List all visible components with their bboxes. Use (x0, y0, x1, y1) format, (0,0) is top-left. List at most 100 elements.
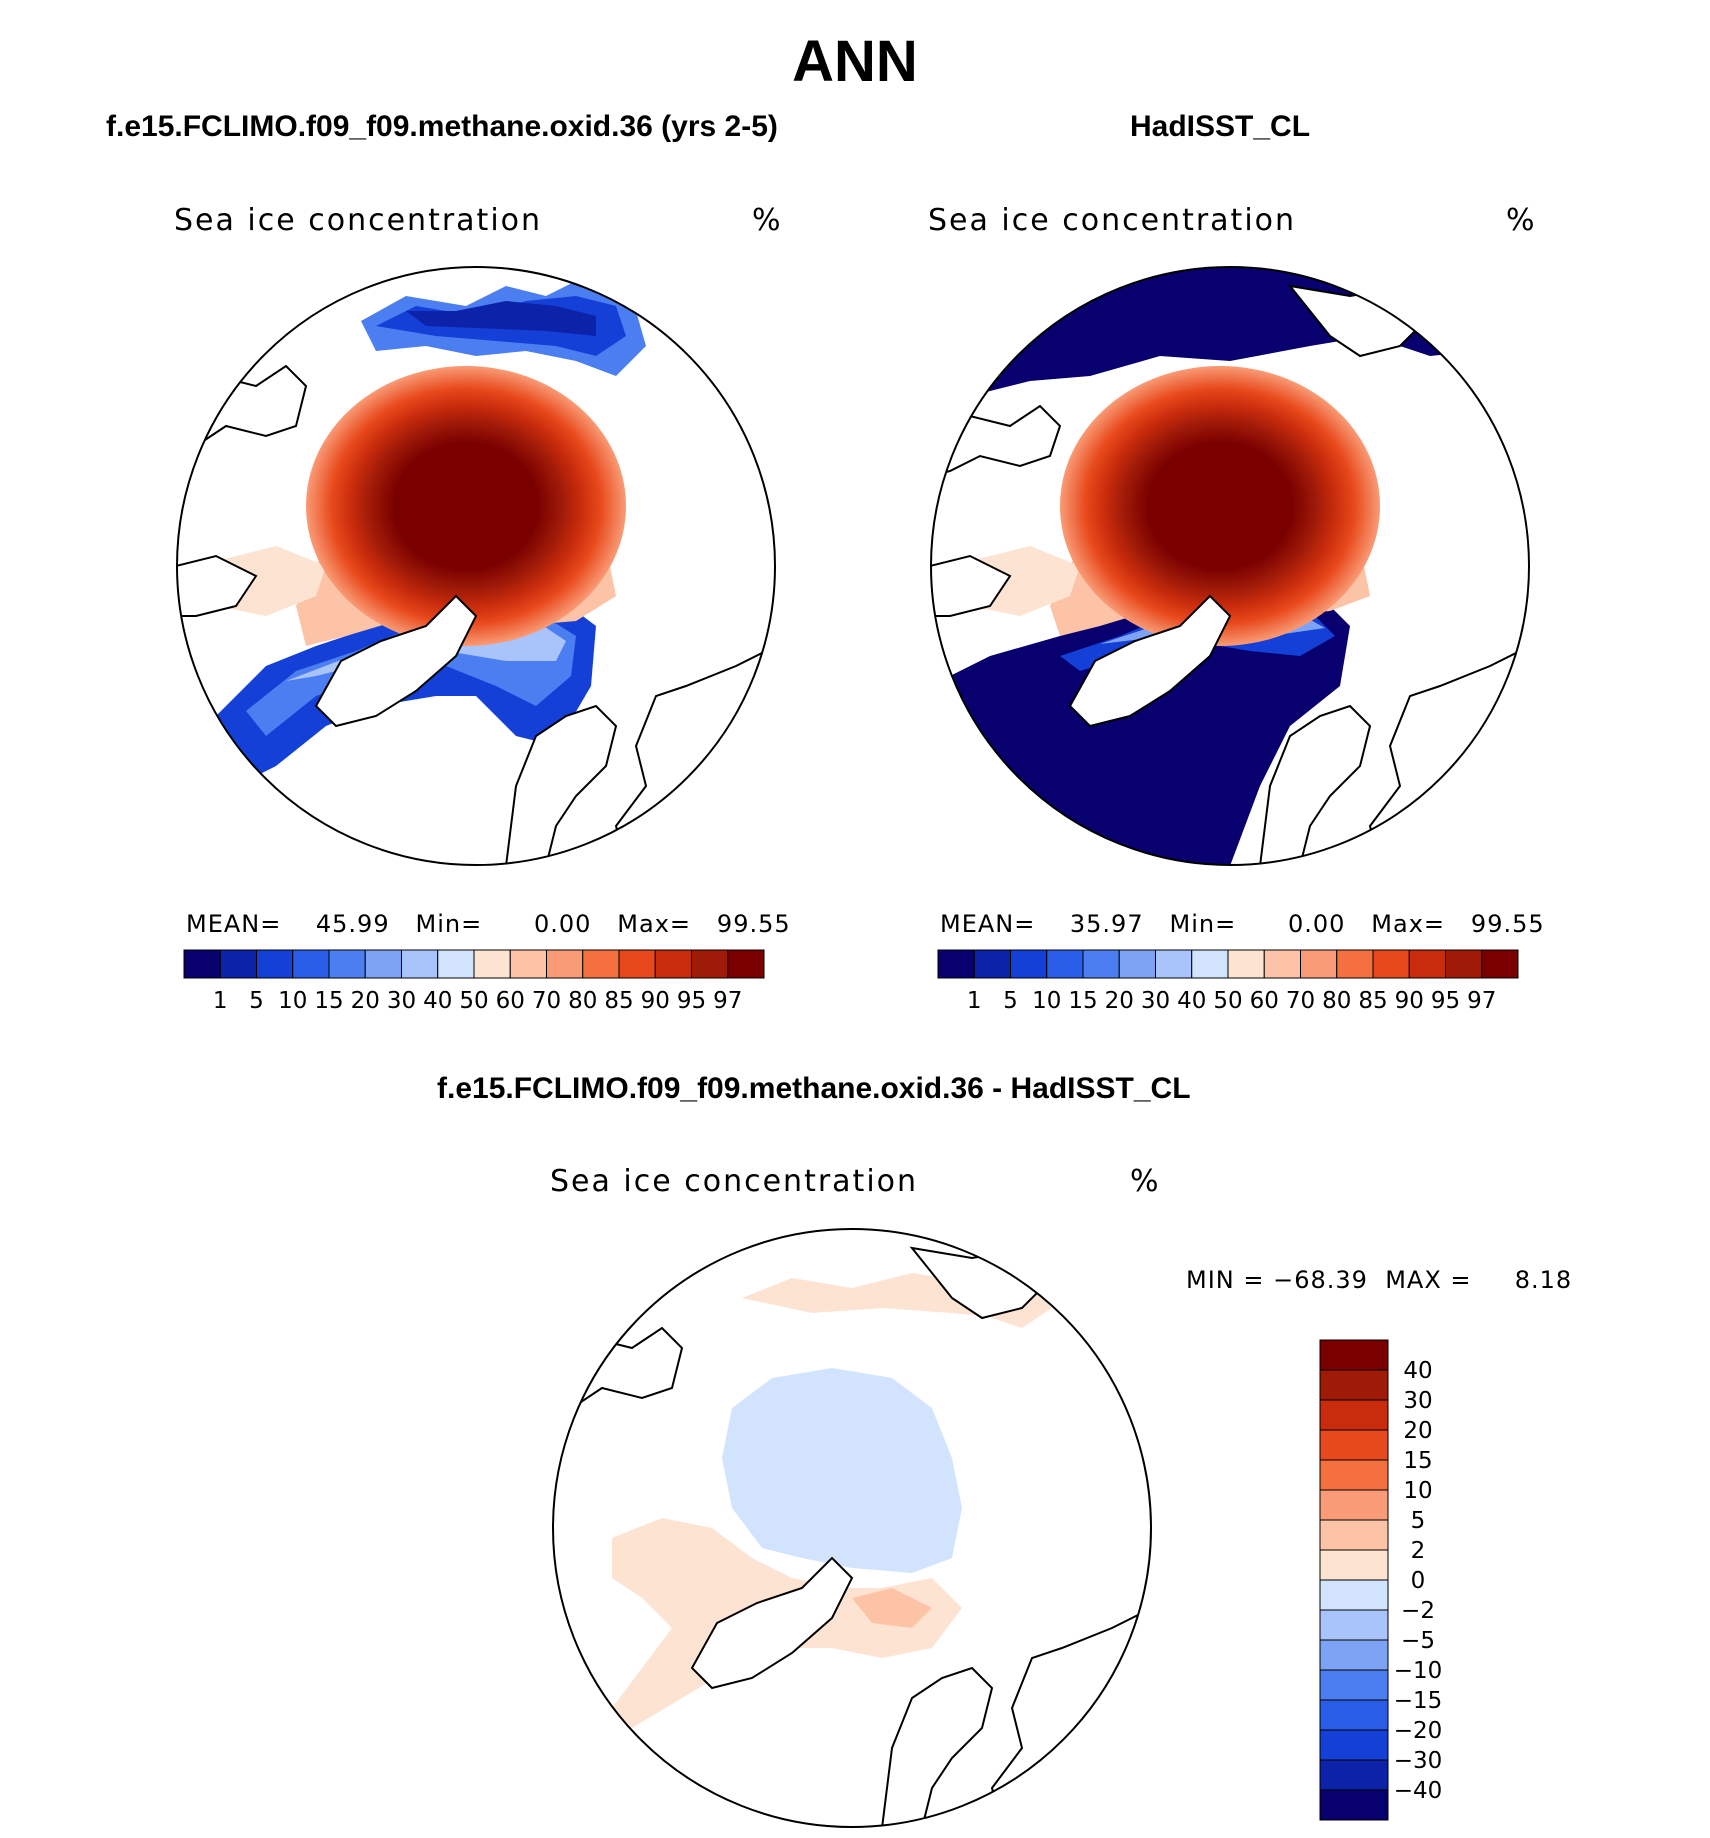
colorbar-swatch (1319, 1519, 1389, 1551)
colorbar-swatch (1118, 949, 1156, 979)
colorbar-swatch (1010, 949, 1048, 979)
colorbar-swatch (1319, 1549, 1389, 1581)
colorbar-tick-label: 95 (1431, 988, 1460, 1014)
colorbar-tick-label: 15 (1403, 1448, 1432, 1474)
colorbar-swatch (1319, 1579, 1389, 1611)
colorbar-swatch (937, 949, 975, 979)
colorbar-swatch (1319, 1669, 1389, 1701)
colorbar-tick-label: 2 (1411, 1538, 1426, 1564)
colorbar-swatch (973, 949, 1011, 979)
panel-2-mean-value: 35.97 (1069, 910, 1144, 938)
colorbar-swatch (183, 949, 221, 979)
central-arctic-diff (722, 1368, 962, 1573)
colorbar-tick-label: 15 (1068, 988, 1097, 1014)
colorbar-tick-label: −5 (1401, 1628, 1435, 1654)
panel-1-variable: Sea ice concentration (174, 203, 543, 238)
colorbar-swatch (1319, 1399, 1389, 1431)
colorbar-swatch (1319, 1729, 1389, 1761)
colorbar-swatch (727, 949, 765, 979)
colorbar-swatch (509, 949, 547, 979)
colorbar-swatch (1319, 1699, 1389, 1731)
colorbar-tick-label: −20 (1394, 1718, 1443, 1744)
colorbar-tick-label: 5 (1411, 1508, 1426, 1534)
colorbar-swatch (1336, 949, 1374, 979)
colorbar-tick-label: 90 (641, 988, 670, 1014)
colorbar-tick-label: −30 (1394, 1748, 1443, 1774)
colorbar-tick-label: 80 (1322, 988, 1351, 1014)
colorbar-swatch (546, 949, 584, 979)
central-arctic-ice (1060, 366, 1380, 646)
colorbar-tick-label: 40 (1177, 988, 1206, 1014)
diff-map (552, 1228, 1152, 1828)
colorbar-tick-label: 0 (1411, 1568, 1426, 1594)
diff-min-label: MIN = (1186, 1266, 1265, 1294)
colorbar-tick-label: 30 (1403, 1388, 1432, 1414)
colorbar-tick-label: 85 (1358, 988, 1387, 1014)
colorbar-swatch (1191, 949, 1229, 979)
colorbar-tick-label: 60 (496, 988, 525, 1014)
greenland (1068, 594, 1232, 728)
colorbar-swatch (256, 949, 294, 979)
colorbar-swatch (364, 949, 402, 979)
colorbar-swatch (292, 949, 330, 979)
colorbar-swatch (1481, 949, 1519, 979)
diff-variable: Sea ice concentration (550, 1164, 919, 1199)
central-arctic-ice (306, 366, 626, 646)
colorbar-swatch (1319, 1789, 1389, 1821)
colorbar-tick-label: 1 (967, 988, 982, 1014)
colorbar-tick-label: 95 (677, 988, 706, 1014)
diff-min-value: −68.39 (1273, 1266, 1368, 1294)
colorbar-swatch (1319, 1759, 1389, 1791)
colorbar-tick-label: 15 (314, 988, 343, 1014)
colorbar-swatch (618, 949, 656, 979)
panel-1-heading: f.e15.FCLIMO.f09_f09.methane.oxid.36 (yr… (106, 110, 778, 143)
colorbar-swatch (1319, 1489, 1389, 1521)
colorbar-swatch (1155, 949, 1193, 979)
colorbar-tick-label: 30 (387, 988, 416, 1014)
colorbar-swatch (654, 949, 692, 979)
diff-heading: f.e15.FCLIMO.f09_f09.methane.oxid.36 - H… (437, 1072, 1191, 1105)
colorbar-swatch (1445, 949, 1483, 979)
colorbar-tick-label: 20 (1105, 988, 1134, 1014)
colorbar-tick-label: 50 (1213, 988, 1242, 1014)
diff-max-label: MAX = (1385, 1266, 1472, 1294)
colorbar-tick-label: 97 (713, 988, 742, 1014)
colorbar-tick-label: 5 (249, 988, 264, 1014)
colorbar-tick-label: −2 (1401, 1598, 1435, 1624)
colorbar-swatch (1046, 949, 1084, 979)
colorbar-tick-label: 20 (351, 988, 380, 1014)
colorbar-swatch (1319, 1429, 1389, 1461)
colorbar-tick-label: 70 (532, 988, 561, 1014)
panel-2-colorbar: 1 5 10 15 20 30 40 50 60 70 80 85 90 95 97 (937, 949, 1519, 1014)
colorbar-swatch (437, 949, 475, 979)
colorbar-tick-label: 40 (1403, 1358, 1432, 1384)
colorbar-swatch (1227, 949, 1265, 979)
colorbar-tick-label: 40 (423, 988, 452, 1014)
colorbar-tick-label: 97 (1467, 988, 1496, 1014)
colorbar-tick-label: 90 (1395, 988, 1424, 1014)
colorbar-swatch (219, 949, 257, 979)
colorbar-tick-label: 1 (213, 988, 228, 1014)
greenland (314, 594, 478, 728)
colorbar-tick-label: −10 (1394, 1658, 1443, 1684)
colorbar-swatch (1372, 949, 1410, 979)
colorbar-swatch (1263, 949, 1301, 979)
colorbar-swatch (1319, 1609, 1389, 1641)
colorbar-swatch (582, 949, 620, 979)
colorbar-swatch (1300, 949, 1338, 979)
panel-2-min-value: 0.00 (1287, 910, 1346, 938)
panel-1-max-label: Max= (617, 910, 692, 938)
colorbar-tick-label: 20 (1403, 1418, 1432, 1444)
panel-2-variable: Sea ice concentration (928, 203, 1297, 238)
colorbar-tick-label: 50 (459, 988, 488, 1014)
panel-1-units: % (752, 203, 783, 238)
panel-2-heading: HadISST_CL (1130, 110, 1311, 143)
colorbar-swatch (691, 949, 729, 979)
greenland (690, 1556, 854, 1690)
colorbar-tick-label: 10 (1403, 1478, 1432, 1504)
main-title: ANN (792, 29, 918, 94)
panel-2-max-label: Max= (1371, 910, 1446, 938)
scandinavia (504, 704, 618, 865)
panel-2-map (930, 266, 1530, 866)
